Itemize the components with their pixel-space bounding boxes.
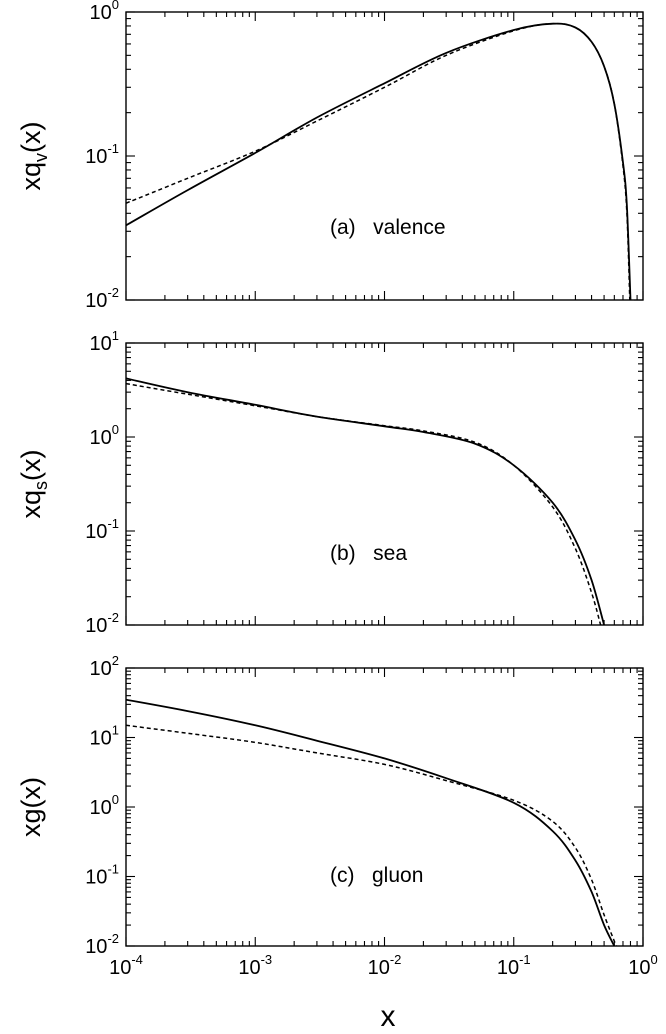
y-axis-label: xg(x) (16, 777, 46, 837)
x-tick-label: 10-4 (109, 952, 143, 979)
curve-solid (126, 698, 616, 946)
panel-annotation: (b) sea (330, 542, 407, 565)
y-tick-label: 10-2 (85, 931, 119, 958)
y-tick-label: 100 (90, 0, 119, 24)
y-tick-label: 10-1 (85, 141, 119, 168)
y-tick-label: 100 (90, 422, 119, 449)
y-tick-label: 10-2 (85, 285, 119, 312)
curve-dashed (126, 382, 602, 625)
curve-solid (126, 22, 632, 300)
x-tick-label: 10-3 (238, 952, 272, 979)
plot-frame (125, 11, 644, 301)
panel-annotation: (c) gluon (330, 864, 423, 887)
panel-valence: 10-2 10-1 100 xqv(x) (a) valence (16, 0, 644, 312)
y-axis-label: xqv(x) (16, 121, 51, 190)
plot-frame (125, 342, 644, 626)
x-tick-label: 10-1 (497, 952, 531, 979)
curve-dashed (126, 22, 631, 300)
panel-annotation: (a) valence (330, 216, 446, 239)
y-tick-label: 102 (90, 653, 119, 680)
y-tick-label: 100 (90, 792, 119, 819)
curve-dashed (126, 724, 617, 946)
y-tick-label: 10-1 (85, 516, 119, 543)
y-tick-label: 10-2 (85, 610, 119, 637)
y-axis-label: xqs(x) (16, 449, 51, 518)
plot-frame (125, 667, 644, 947)
curve-solid (126, 377, 605, 625)
panel-sea: 10-2 10-1 100 101 xqs(x) (b) sea (16, 328, 644, 637)
x-axis-label: x (381, 1000, 396, 1033)
x-tick-label: 100 (628, 952, 657, 979)
panel-gluon: 10-2 10-1 100 101 102 10-4 10-3 10-2 10-1 100 xg(x… (16, 653, 658, 979)
y-tick-label: 10-1 (85, 862, 119, 889)
y-tick-label: 101 (90, 723, 119, 750)
y-tick-label: 101 (90, 328, 119, 355)
x-tick-label: 10-2 (368, 952, 402, 979)
